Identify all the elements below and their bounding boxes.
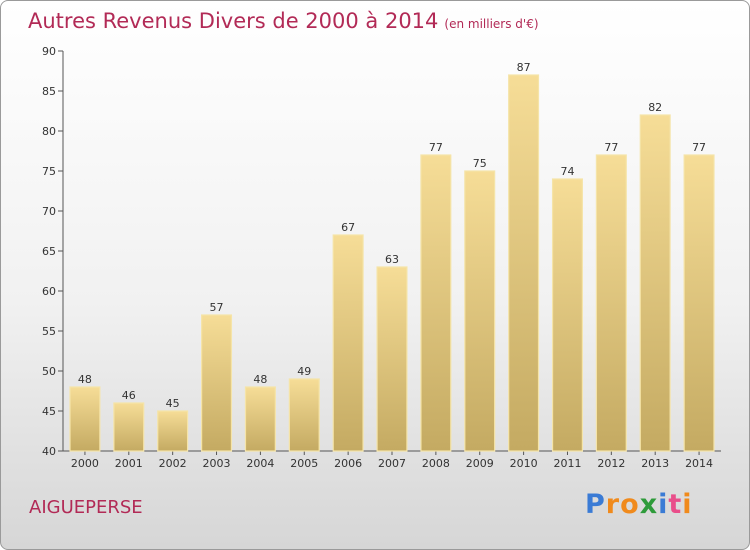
bar-value-label: 63	[385, 253, 399, 266]
y-tick-label: 45	[42, 405, 56, 418]
logo-letter: r	[605, 489, 621, 520]
logo-letter: i	[682, 489, 693, 520]
bar-value-label: 82	[648, 101, 662, 114]
logo-letter: t	[668, 489, 683, 520]
bar	[376, 266, 408, 452]
x-tick-label: 2001	[115, 457, 143, 470]
y-tick-label: 65	[42, 245, 56, 258]
bar	[332, 234, 364, 452]
x-tick-label: 2002	[159, 457, 187, 470]
bar-value-label: 75	[473, 157, 487, 170]
bar-value-label: 74	[560, 165, 574, 178]
y-tick-label: 50	[42, 365, 56, 378]
y-tick-label: 40	[42, 445, 56, 458]
bar-value-label: 57	[210, 301, 224, 314]
bar-value-label: 48	[253, 373, 267, 386]
y-tick-label: 70	[42, 205, 56, 218]
y-tick-label: 60	[42, 285, 56, 298]
bar	[288, 378, 320, 452]
bar	[244, 386, 276, 452]
bar-value-label: 48	[78, 373, 92, 386]
chart-subtitle: (en milliers d'€)	[444, 17, 539, 31]
logo-letter: o	[620, 489, 640, 520]
y-tick-label: 80	[42, 125, 56, 138]
bar	[595, 154, 627, 452]
bar	[113, 402, 145, 452]
proxiti-logo: Proxiti	[585, 489, 693, 520]
bar-value-label: 49	[297, 365, 311, 378]
bar	[683, 154, 715, 452]
bar-value-label: 77	[692, 141, 706, 154]
x-tick-label: 2011	[553, 457, 581, 470]
x-tick-label: 2014	[685, 457, 713, 470]
y-tick-label: 55	[42, 325, 56, 338]
chart-title-text: Autres Revenus Divers de 2000 à 2014	[28, 9, 439, 33]
logo-letter: P	[585, 489, 606, 520]
x-tick-label: 2007	[378, 457, 406, 470]
x-tick-label: 2009	[466, 457, 494, 470]
bar	[508, 74, 540, 452]
x-tick-label: 2008	[422, 457, 450, 470]
x-tick-label: 2010	[510, 457, 538, 470]
bar-value-label: 77	[604, 141, 618, 154]
chart-title: Autres Revenus Divers de 2000 à 2014 (en …	[28, 9, 539, 33]
bar	[639, 114, 671, 452]
bar	[551, 178, 583, 452]
bar-value-label: 46	[122, 389, 136, 402]
x-tick-label: 2004	[246, 457, 274, 470]
y-tick-label: 75	[42, 165, 56, 178]
bar	[420, 154, 452, 452]
bar	[69, 386, 101, 452]
bar-value-label: 87	[517, 61, 531, 74]
value-labels: 48 46 45 57 48 49 67 63 77 75 87 74 77 82 77	[78, 61, 706, 410]
bars	[69, 74, 715, 452]
bar-value-label: 45	[166, 397, 180, 410]
logo-letter: i	[658, 489, 669, 520]
x-tick-label: 2003	[203, 457, 231, 470]
bar	[464, 170, 496, 452]
bar	[157, 410, 189, 452]
x-tick-label: 2000	[71, 457, 99, 470]
x-tick-label: 2006	[334, 457, 362, 470]
bar-value-label: 77	[429, 141, 443, 154]
x-tick-label: 2013	[641, 457, 669, 470]
y-tick-label: 85	[42, 85, 56, 98]
logo-letter: x	[639, 489, 659, 520]
bar	[201, 314, 233, 452]
x-tick-label: 2005	[290, 457, 318, 470]
bar-value-label: 67	[341, 221, 355, 234]
place-name: AIGUEPERSE	[29, 497, 143, 518]
axes: 40 45 50 55 60 65 70 75 80 85 90 2000 2001 2002 2003 20…	[42, 45, 721, 470]
y-tick-label: 90	[42, 45, 56, 58]
x-tick-label: 2012	[597, 457, 625, 470]
